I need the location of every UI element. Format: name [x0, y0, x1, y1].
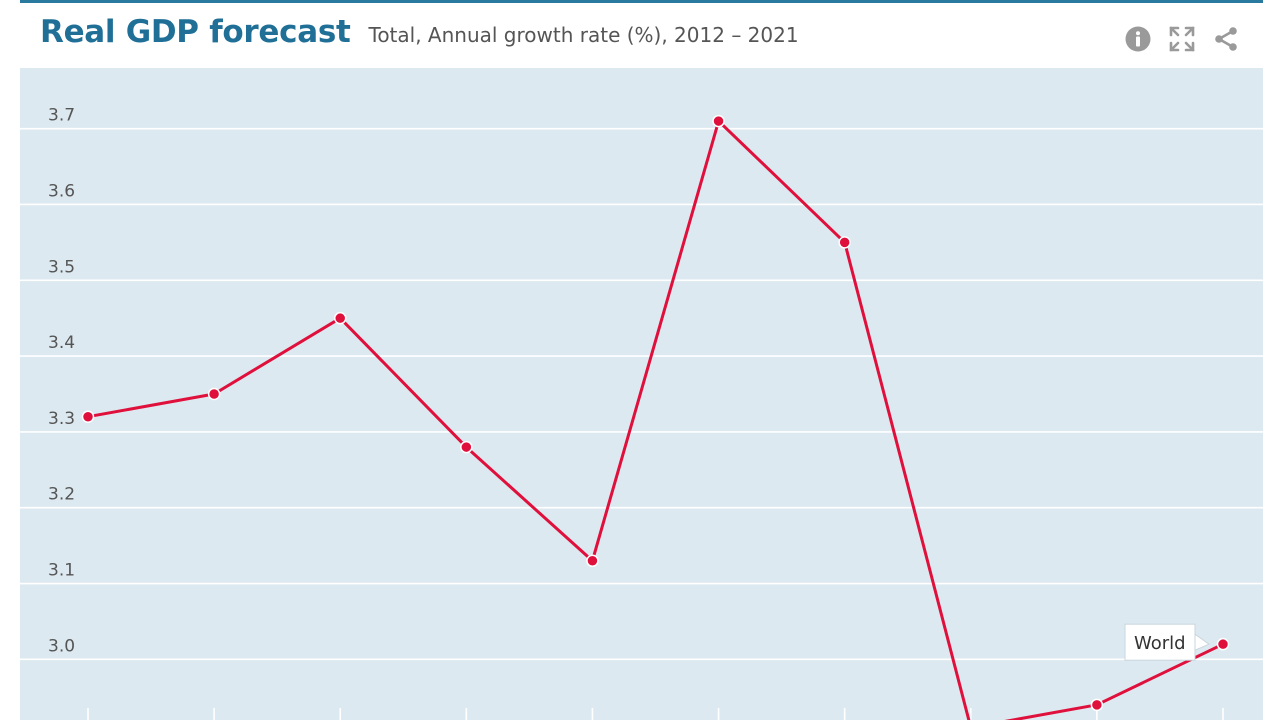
chart-header: Real GDP forecast Total, Annual growth r… — [40, 14, 799, 58]
line-chart: 3.0 3.1 3.2 3.3 3.4 3.5 3.6 3.7 World — [20, 106, 1263, 720]
y-tick-label: 3.0 — [48, 636, 75, 656]
y-tick-label: 3.5 — [48, 257, 75, 277]
data-point[interactable] — [460, 440, 473, 454]
y-axis-ticks: 3.0 3.1 3.2 3.3 3.4 3.5 3.6 3.7 — [48, 106, 75, 657]
info-icon[interactable] — [1124, 25, 1152, 53]
plot-area: 3.0 3.1 3.2 3.3 3.4 3.5 3.6 3.7 World — [20, 68, 1263, 720]
chart-toolbar — [1124, 22, 1240, 56]
tooltip-pointer — [1194, 633, 1211, 651]
share-icon[interactable] — [1212, 25, 1240, 53]
y-tick-label: 3.7 — [48, 106, 75, 126]
chart-title: Real GDP forecast — [40, 14, 351, 50]
data-point[interactable] — [207, 387, 221, 401]
data-point[interactable] — [333, 311, 347, 325]
gridlines — [20, 127, 1263, 661]
tooltip-box — [1124, 623, 1196, 661]
top-rule — [20, 0, 1263, 3]
data-point[interactable] — [81, 410, 95, 423]
y-tick-label: 3.2 — [48, 485, 75, 505]
data-point[interactable] — [1090, 698, 1104, 712]
data-point[interactable] — [712, 114, 725, 128]
y-tick-label: 3.6 — [48, 181, 75, 201]
y-tick-label: 3.1 — [48, 561, 75, 581]
fullscreen-icon[interactable] — [1168, 25, 1196, 53]
data-point[interactable] — [586, 554, 599, 568]
chart-subtitle: Total, Annual growth rate (%), 2012 – 20… — [368, 23, 799, 47]
series-tooltip: World — [1124, 623, 1211, 661]
y-tick-label: 3.4 — [48, 333, 75, 353]
x-axis-ticks — [87, 708, 1224, 720]
series-points — [81, 114, 1230, 712]
data-point[interactable] — [838, 236, 851, 249]
data-point[interactable] — [1216, 637, 1230, 651]
y-tick-label: 3.3 — [48, 409, 75, 429]
series-line-world — [87, 119, 1224, 720]
tooltip-label: World — [1134, 633, 1186, 654]
